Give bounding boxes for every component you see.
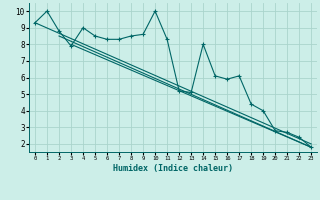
X-axis label: Humidex (Indice chaleur): Humidex (Indice chaleur) [113,164,233,173]
